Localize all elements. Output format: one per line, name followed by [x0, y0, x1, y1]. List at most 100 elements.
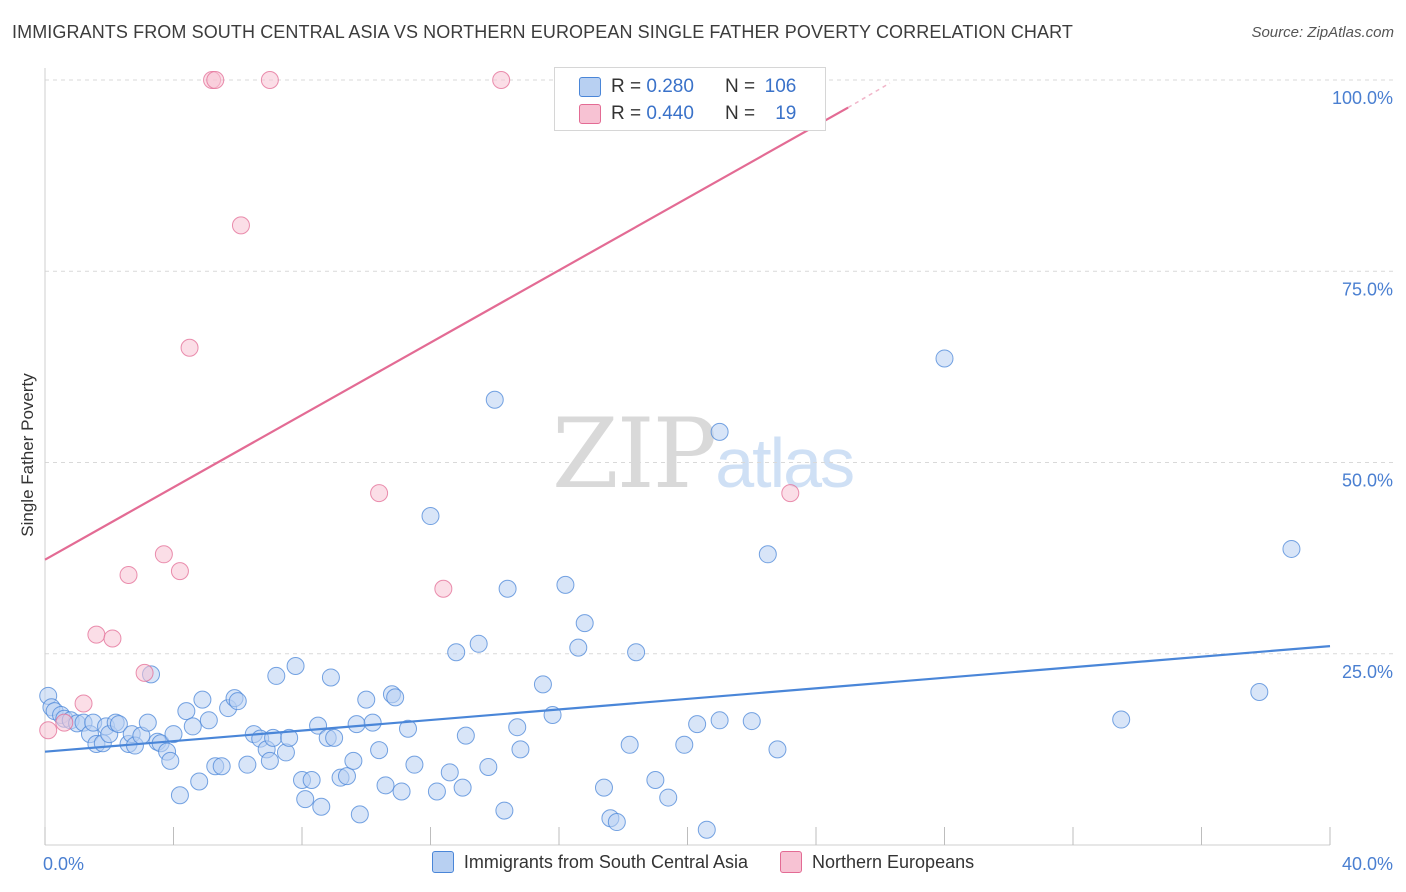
- data-point-immigrants: [161, 751, 180, 770]
- data-point-immigrants: [447, 643, 466, 662]
- data-point-immigrants: [276, 743, 295, 762]
- data-point-immigrants: [498, 579, 517, 598]
- legend-r-label: R =: [611, 76, 642, 97]
- data-point-immigrants: [453, 778, 472, 797]
- data-point-immigrants: [109, 715, 128, 734]
- data-point-immigrants: [199, 711, 218, 730]
- data-point-immigrants: [363, 713, 382, 732]
- data-point-immigrants: [312, 797, 331, 816]
- data-point-immigrants: [710, 422, 729, 441]
- data-point-northern-europeans: [135, 663, 154, 682]
- data-point-immigrants: [392, 782, 411, 801]
- trend-line-immigrants: [44, 645, 1331, 753]
- data-point-northern-europeans: [231, 216, 250, 235]
- data-point-immigrants: [469, 634, 488, 653]
- data-point-northern-europeans: [260, 71, 279, 89]
- data-point-immigrants: [370, 741, 389, 760]
- legend-row-blue: R = 0.280 N = 106: [579, 74, 796, 100]
- data-point-immigrants: [511, 740, 530, 759]
- data-point-immigrants: [177, 702, 196, 721]
- trend-line-northern-europeans: [44, 106, 849, 561]
- data-point-immigrants: [260, 751, 279, 770]
- data-point-immigrants: [697, 820, 716, 839]
- legend-r-label: R =: [611, 103, 642, 124]
- data-point-immigrants: [710, 711, 729, 730]
- legend-label-northern-europeans: Northern Europeans: [812, 851, 975, 872]
- watermark-zip: ZIP: [552, 398, 717, 510]
- data-point-immigrants: [627, 643, 646, 662]
- data-point-immigrants: [675, 735, 694, 754]
- legend-swatch-blue: [431, 851, 454, 873]
- data-point-northern-europeans: [180, 338, 199, 357]
- data-point-northern-europeans: [87, 625, 106, 644]
- data-point-immigrants: [347, 715, 366, 734]
- data-point-immigrants: [421, 507, 440, 526]
- data-point-immigrants: [569, 638, 588, 657]
- data-point-immigrants: [479, 757, 498, 776]
- data-point-immigrants: [1282, 539, 1301, 558]
- data-point-immigrants: [688, 715, 707, 734]
- data-point-immigrants: [533, 675, 552, 694]
- data-point-immigrants: [405, 755, 424, 774]
- data-point-northern-europeans: [170, 562, 189, 581]
- data-point-immigrants: [238, 755, 257, 774]
- legend-swatch-pink: [780, 851, 802, 873]
- legend-item-immigrants: Immigrants from South Central Asia: [431, 851, 748, 873]
- source-credit: Source: ZipAtlas.com: [1251, 24, 1394, 41]
- data-point-northern-europeans: [492, 71, 511, 89]
- data-point-immigrants: [556, 575, 575, 594]
- data-point-immigrants: [138, 713, 157, 732]
- data-point-northern-europeans: [206, 71, 225, 89]
- legend-n-value: 106: [764, 76, 797, 97]
- data-point-immigrants: [325, 728, 344, 747]
- data-point-immigrants: [170, 786, 189, 805]
- data-point-immigrants: [164, 725, 183, 744]
- y-tick-label: 100.0%: [1332, 88, 1393, 108]
- data-point-northern-europeans: [781, 484, 800, 503]
- data-point-immigrants: [350, 805, 369, 824]
- data-point-immigrants: [758, 545, 777, 564]
- legend-n-value: 19: [775, 103, 797, 124]
- data-point-immigrants: [344, 751, 363, 770]
- correlation-legend: R = 0.280 N = 106 R = 0.440 N = 19: [554, 67, 826, 131]
- data-point-immigrants: [495, 801, 514, 820]
- y-tick-label: 75.0%: [1342, 279, 1393, 299]
- data-point-northern-europeans: [119, 565, 138, 584]
- data-point-northern-europeans: [434, 579, 453, 598]
- data-point-immigrants: [607, 813, 626, 832]
- data-point-immigrants: [1250, 683, 1269, 701]
- chart-title: IMMIGRANTS FROM SOUTH CENTRAL ASIA VS NO…: [12, 22, 1073, 42]
- legend-swatch-blue: [579, 77, 601, 97]
- data-point-immigrants: [594, 778, 613, 797]
- data-point-immigrants: [267, 666, 286, 685]
- x-tick-label: 0.0%: [43, 854, 84, 874]
- data-point-immigrants: [286, 656, 305, 675]
- data-point-immigrants: [768, 740, 787, 759]
- data-point-immigrants: [427, 782, 446, 801]
- legend-n-label: N =: [724, 103, 756, 124]
- data-point-immigrants: [485, 390, 504, 409]
- data-point-immigrants: [1112, 710, 1131, 729]
- data-point-immigrants: [183, 717, 202, 736]
- legend-n-label: N =: [724, 76, 756, 97]
- series-legend: Immigrants from South Central Asia North…: [0, 851, 1406, 873]
- data-point-northern-europeans: [39, 721, 58, 740]
- data-point-immigrants: [935, 349, 954, 368]
- data-point-immigrants: [280, 728, 299, 747]
- data-point-immigrants: [620, 735, 639, 754]
- data-point-immigrants: [193, 690, 212, 709]
- legend-label-immigrants: Immigrants from South Central Asia: [463, 851, 748, 872]
- data-point-immigrants: [440, 763, 459, 782]
- data-point-immigrants: [399, 719, 418, 738]
- data-point-immigrants: [228, 692, 247, 711]
- data-point-northern-europeans: [154, 545, 173, 564]
- data-point-immigrants: [659, 788, 678, 807]
- legend-swatch-pink: [579, 104, 601, 124]
- data-point-northern-europeans: [74, 694, 93, 713]
- data-point-immigrants: [575, 614, 594, 633]
- x-tick-label: 40.0%: [1342, 854, 1393, 874]
- legend-row-pink: R = 0.440 N = 19: [579, 101, 796, 127]
- legend-r-value: 0.280: [646, 76, 694, 97]
- legend-r-value: 0.440: [646, 103, 694, 124]
- data-point-immigrants: [357, 690, 376, 709]
